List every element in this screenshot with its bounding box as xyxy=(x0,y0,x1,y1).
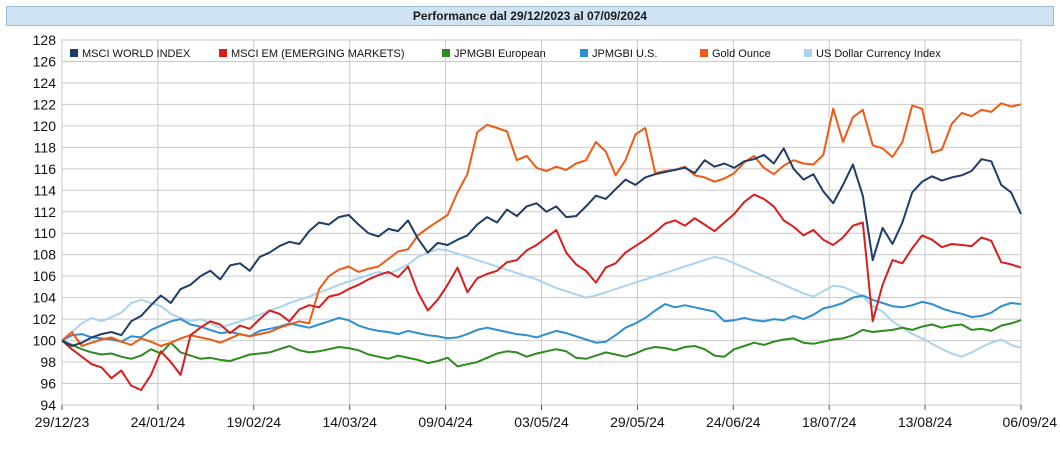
x-tick-label: 29/12/23 xyxy=(35,414,90,430)
x-tick-label: 24/06/24 xyxy=(706,414,761,430)
legend-entry: JPMGBI U.S. xyxy=(592,48,657,60)
y-tick-label: 114 xyxy=(34,182,57,198)
series-line-jpmgbi-u-s xyxy=(61,294,1022,344)
x-tick-label: 29/05/24 xyxy=(610,414,665,430)
legend-entry: MSCI WORLD INDEX xyxy=(82,48,191,60)
y-tick-label: 96 xyxy=(40,376,56,392)
x-tick-label: 03/05/24 xyxy=(514,414,569,430)
x-tick-label: 24/01/24 xyxy=(131,414,186,430)
legend-entry: JPMGBI European xyxy=(454,48,546,60)
legend-swatch xyxy=(804,49,812,57)
series-line-gold-ounce xyxy=(61,102,1022,347)
y-tick-label: 120 xyxy=(33,118,57,134)
series-line-msci-world-index xyxy=(61,147,1022,347)
y-tick-label: 108 xyxy=(33,247,57,263)
series-line-jpmgbi-european xyxy=(61,319,1022,368)
x-tick-label: 09/04/24 xyxy=(418,414,473,430)
y-tick-label: 116 xyxy=(34,161,57,177)
x-tick-label: 14/03/24 xyxy=(322,414,377,430)
y-tick-label: 94 xyxy=(40,397,56,413)
y-tick-label: 112 xyxy=(34,204,57,220)
legend-entry: Gold Ounce xyxy=(712,48,771,60)
y-tick-label: 122 xyxy=(33,96,57,112)
y-tick-label: 100 xyxy=(33,333,57,349)
x-tick-label: 19/02/24 xyxy=(227,414,282,430)
y-tick-label: 102 xyxy=(33,311,57,327)
y-tick-label: 98 xyxy=(40,354,56,370)
legend-swatch xyxy=(219,49,227,57)
legend-swatch xyxy=(442,49,450,57)
legend-swatch xyxy=(580,49,588,57)
x-tick-label: 18/07/24 xyxy=(802,414,857,430)
y-tick-label: 110 xyxy=(34,225,57,241)
y-tick-label: 118 xyxy=(34,139,57,155)
legend-swatch xyxy=(70,49,78,57)
chart-title: Performance dal 29/12/2023 al 07/09/2024 xyxy=(6,6,1054,26)
y-tick-label: 106 xyxy=(33,268,57,284)
x-tick-label: 06/09/24 xyxy=(1003,414,1058,430)
y-tick-label: 126 xyxy=(33,53,57,69)
legend-entry: MSCI EM (EMERGING MARKETS) xyxy=(231,48,405,60)
y-tick-label: 104 xyxy=(33,290,57,306)
legend-entry: US Dollar Currency Index xyxy=(816,48,941,60)
legend-swatch xyxy=(700,49,708,57)
y-tick-label: 128 xyxy=(33,32,57,48)
y-tick-label: 124 xyxy=(33,75,57,91)
series-line-msci-em-emerging-markets xyxy=(61,193,1022,391)
x-tick-label: 13/08/24 xyxy=(898,414,953,430)
